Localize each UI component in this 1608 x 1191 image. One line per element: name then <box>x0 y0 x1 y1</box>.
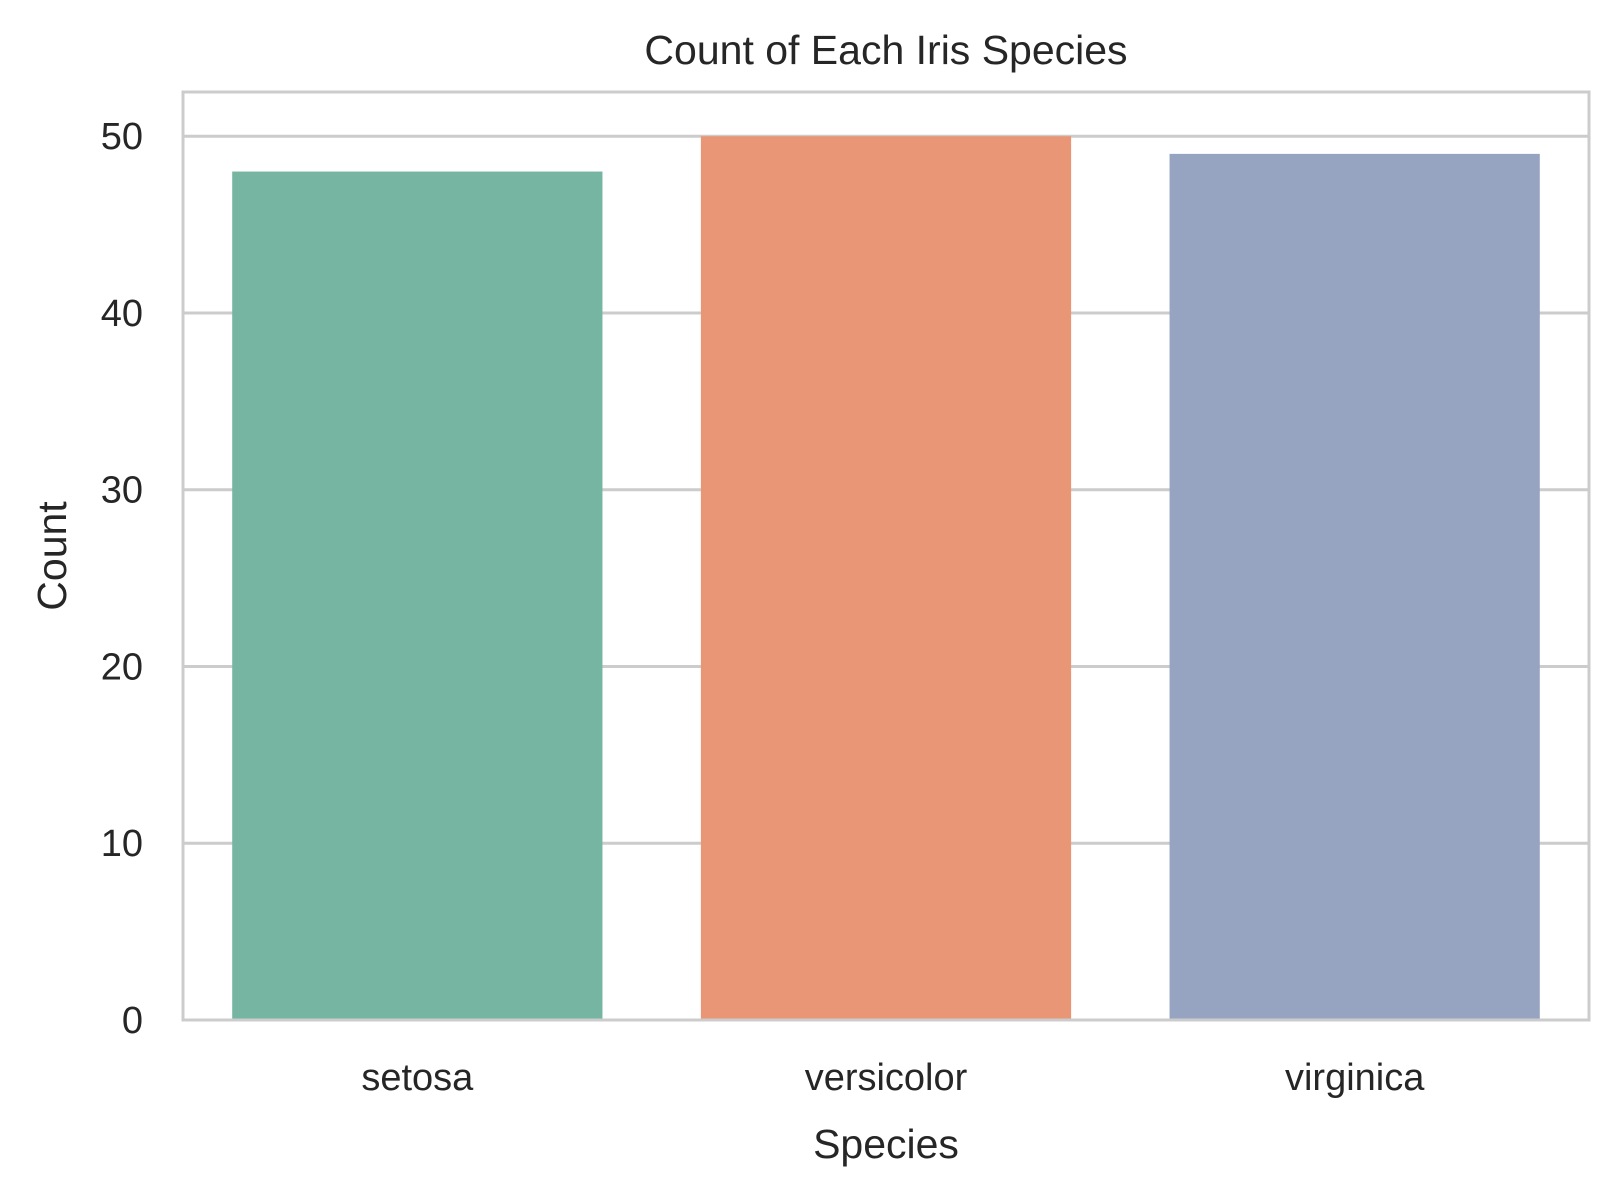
bars <box>232 136 1540 1021</box>
bar-setosa <box>232 171 603 1021</box>
y-tick-label-50: 50 <box>101 116 143 158</box>
bar-virginica <box>1169 153 1540 1020</box>
x-axis-label: Species <box>813 1121 959 1167</box>
chart-title: Count of Each Iris Species <box>644 27 1127 73</box>
y-tick-label-40: 40 <box>101 293 143 335</box>
y-axis-label: Count <box>29 501 75 611</box>
x-tick-labels: setosa versicolor virginica <box>361 1057 1425 1099</box>
bar-versicolor <box>700 136 1072 1020</box>
y-tick-label-0: 0 <box>122 1000 143 1042</box>
x-tick-label-versicolor: versicolor <box>805 1057 968 1099</box>
y-tick-label-30: 30 <box>101 470 143 512</box>
x-tick-label-virginica: virginica <box>1285 1057 1425 1099</box>
y-tick-label-20: 20 <box>101 646 143 688</box>
x-tick-label-setosa: setosa <box>361 1057 474 1099</box>
y-tick-label-10: 10 <box>101 823 143 865</box>
y-tick-labels: 0 10 20 30 40 50 <box>101 116 143 1042</box>
plot-frame <box>181 90 1591 1022</box>
